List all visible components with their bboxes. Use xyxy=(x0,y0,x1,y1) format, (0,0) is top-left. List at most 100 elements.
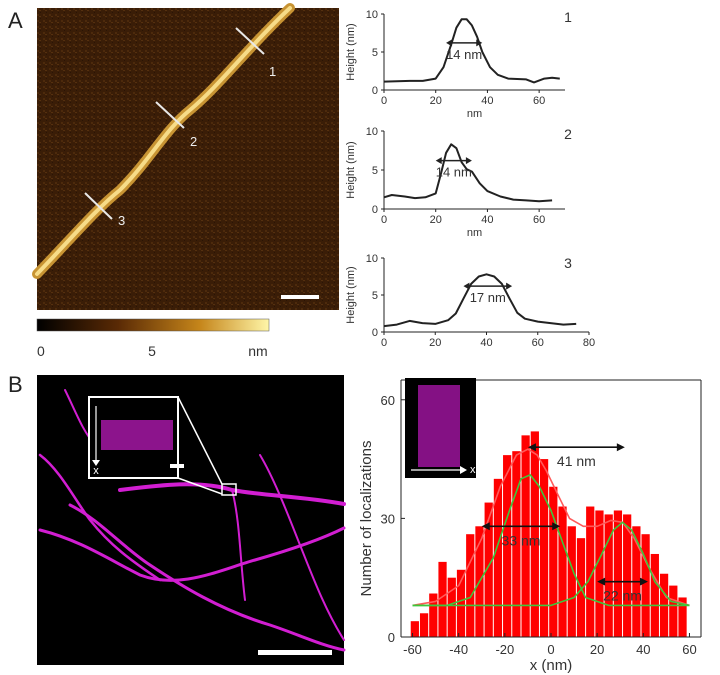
y-tick-label: 0 xyxy=(388,630,395,645)
storm-inset-axis-label: x xyxy=(93,465,99,477)
fwhm-arrowhead-left xyxy=(446,39,453,47)
panel-label-a: A xyxy=(8,8,23,33)
x-tick-label: 60 xyxy=(533,95,545,107)
histogram-bar xyxy=(549,486,558,637)
height-profile-line xyxy=(383,18,560,84)
x-axis-label: nm xyxy=(467,108,482,120)
histogram-bar xyxy=(521,435,530,637)
fwhm-arrowhead-left xyxy=(463,282,470,290)
profile-line-2 xyxy=(155,101,185,129)
x-tick-label: 20 xyxy=(429,337,441,349)
profile-line-1 xyxy=(235,27,265,55)
fwhm-arrowhead-left xyxy=(435,157,442,165)
x-tick-label: -40 xyxy=(449,642,468,657)
y-tick-label: 10 xyxy=(366,253,378,265)
histogram-bar xyxy=(623,514,632,637)
histogram-bar xyxy=(447,577,456,637)
x-axis-label: x (nm) xyxy=(530,657,573,674)
histogram-bar xyxy=(558,506,567,637)
x-axis-label: nm xyxy=(467,227,482,239)
storm-fibril-branch xyxy=(231,489,246,601)
histogram-bar xyxy=(586,506,595,637)
storm-fibrils xyxy=(38,389,346,652)
storm-inset-fibril xyxy=(101,420,173,450)
afm-background xyxy=(37,8,339,310)
y-tick-label: 0 xyxy=(372,85,378,97)
histogram-bar xyxy=(493,478,503,637)
x-tick-label: 60 xyxy=(533,214,545,226)
histogram-bar xyxy=(530,431,539,637)
width-arrowhead-left xyxy=(481,522,490,531)
y-tick-label: 5 xyxy=(372,290,378,302)
x-tick-label: 40 xyxy=(481,95,493,107)
x-tick-label: -20 xyxy=(495,642,514,657)
profile-label-2: 2 xyxy=(190,134,197,149)
histogram-bar xyxy=(429,593,438,637)
width-annotation: 33 nm xyxy=(502,532,541,548)
storm-fibril-left xyxy=(38,453,162,582)
y-tick-label: 30 xyxy=(381,511,395,526)
histogram-bar xyxy=(641,534,650,637)
profile-label-3: 3 xyxy=(118,213,125,228)
fwhm-annotation: 17 nm xyxy=(470,290,506,305)
colorbar-tick-5: 5 xyxy=(148,343,156,359)
x-tick-label: 80 xyxy=(583,337,595,349)
profile-number-label: 2 xyxy=(564,126,572,142)
height-profile-chart-2: 0 5 10 0 20 40 60 14 nm Height (nm) nm 2 xyxy=(345,126,572,239)
histogram-bar xyxy=(567,526,576,637)
colorbar-tick-0: 0 xyxy=(37,343,45,359)
histogram-inset-fibril xyxy=(418,385,460,467)
histogram-bar xyxy=(604,514,613,637)
histogram-bar xyxy=(678,597,687,637)
storm-scale-bar xyxy=(258,650,332,655)
zoom-connector-top xyxy=(177,396,223,485)
histogram-bar xyxy=(650,553,659,637)
fwhm-arrowhead-right xyxy=(476,39,483,47)
histogram-bar xyxy=(503,455,512,637)
y-axis-label: Height (nm) xyxy=(345,23,357,80)
histogram-bar xyxy=(595,510,604,637)
x-tick-label: 20 xyxy=(590,642,604,657)
y-tick-label: 0 xyxy=(372,204,378,216)
fit-component-line xyxy=(412,474,690,607)
histogram-inset-axis-label: x xyxy=(470,464,476,476)
width-arrowhead-right xyxy=(639,577,648,586)
y-axis-label: Height (nm) xyxy=(345,266,357,323)
colorbar-unit: nm xyxy=(248,343,267,359)
x-tick-label: 40 xyxy=(481,214,493,226)
width-arrowhead-right xyxy=(552,522,561,531)
profile-number-label: 1 xyxy=(564,9,572,25)
fwhm-arrowhead-right xyxy=(465,157,472,165)
colorbar-gradient xyxy=(36,318,270,332)
histogram-bar xyxy=(410,621,419,637)
histogram-bar xyxy=(512,451,521,637)
x-tick-label: 0 xyxy=(381,95,387,107)
histogram-bar xyxy=(438,561,447,637)
height-profile-line xyxy=(383,143,553,203)
profile-label-1: 1 xyxy=(269,64,276,79)
zoom-box xyxy=(221,483,237,496)
x-tick-label: 40 xyxy=(636,642,650,657)
width-annotation: 22 nm xyxy=(603,588,642,604)
zoom-connector-bottom xyxy=(177,477,223,495)
x-tick-label: 0 xyxy=(381,337,387,349)
x-tick-label: 20 xyxy=(430,214,442,226)
localization-histogram: 0 30 60 -60 -40 -20 0 20 40 60 x (nm) Number of loc… xyxy=(358,379,702,674)
x-tick-label: -60 xyxy=(403,642,422,657)
histogram-inset-axis-arrow xyxy=(460,466,467,474)
histogram-bar xyxy=(669,585,678,637)
storm-image: x xyxy=(37,375,346,665)
width-arrowhead-left xyxy=(597,577,606,586)
y-tick-label: 10 xyxy=(366,9,378,21)
width-arrowhead-left xyxy=(527,443,536,452)
width-arrowhead-right xyxy=(616,443,625,452)
profile-line-3 xyxy=(84,192,113,220)
storm-inset-axis-arrow xyxy=(92,460,100,466)
profile-number-label: 3 xyxy=(564,255,572,271)
fwhm-annotation: 14 nm xyxy=(436,165,472,180)
storm-background xyxy=(37,375,344,665)
histogram-inset: x xyxy=(405,378,476,478)
y-tick-label: 10 xyxy=(366,126,378,138)
colorbar: 0 5 nm xyxy=(36,318,270,359)
